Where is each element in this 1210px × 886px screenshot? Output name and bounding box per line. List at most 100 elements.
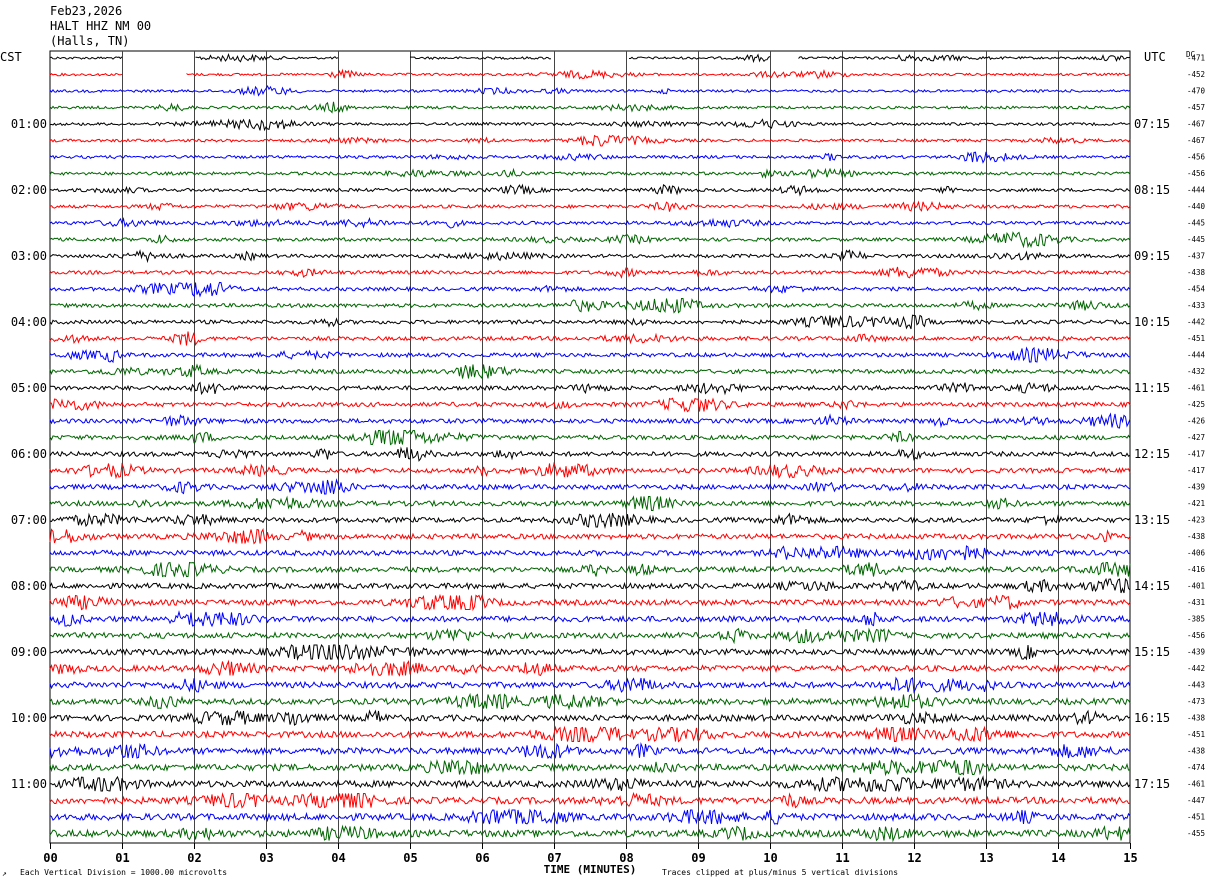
cst-hour-label: 11:00 xyxy=(11,777,47,791)
right-timezone-label: UTC xyxy=(1144,50,1166,64)
dc-offset-label: -442 xyxy=(1187,318,1205,327)
x-tick-label: 10 xyxy=(763,851,777,865)
seismic-trace xyxy=(49,412,1131,429)
dc-offset-label: -433 xyxy=(1187,301,1205,310)
dc-offset-label: -416 xyxy=(1187,565,1206,574)
seismic-trace xyxy=(49,52,1131,64)
seismic-trace xyxy=(49,593,1131,612)
dc-offset-label: -471 xyxy=(1187,54,1205,63)
utc-hour-label: 17:15 xyxy=(1134,777,1170,791)
x-tick-label: 12 xyxy=(907,851,921,865)
dc-offset-label: -474 xyxy=(1187,763,1206,772)
x-tick-label: 13 xyxy=(979,851,993,865)
chart-date: Feb23,2026 xyxy=(50,4,123,18)
dc-offset-label: -438 xyxy=(1187,532,1206,541)
cst-hour-label: 09:00 xyxy=(11,645,47,659)
utc-hour-label: 14:15 xyxy=(1134,579,1170,593)
x-tick-label: 02 xyxy=(187,851,201,865)
seismic-trace xyxy=(49,151,1131,164)
dc-offset-label: -417 xyxy=(1187,450,1205,459)
dc-offset-label: -456 xyxy=(1187,153,1206,162)
x-tick-label: 05 xyxy=(403,851,417,865)
dc-offset-label: -440 xyxy=(1187,202,1206,211)
seismic-trace xyxy=(49,545,1131,561)
utc-hour-label: 08:15 xyxy=(1134,183,1170,197)
x-tick-label: 11 xyxy=(835,851,849,865)
utc-hour-label: 09:15 xyxy=(1134,249,1170,263)
seismic-trace xyxy=(49,281,1131,298)
cst-hour-label: 10:00 xyxy=(11,711,47,725)
dc-offset-label: -445 xyxy=(1187,219,1205,228)
vertical-division-note: Each Vertical Division = 1000.00 microvo… xyxy=(20,868,228,877)
dc-offset-label: -423 xyxy=(1187,516,1205,525)
dc-offset-label: -439 xyxy=(1187,483,1205,492)
dc-offset-label: -444 xyxy=(1187,186,1206,195)
seismic-trace xyxy=(49,84,1131,97)
dc-offset-label: -427 xyxy=(1187,433,1205,442)
x-axis-title: TIME (MINUTES) xyxy=(544,863,637,876)
seismic-trace xyxy=(49,742,1131,760)
dc-offset-label: -457 xyxy=(1187,103,1205,112)
seismic-trace xyxy=(49,791,1131,809)
seismic-trace xyxy=(49,331,1131,347)
dc-offset-label: -467 xyxy=(1187,136,1205,145)
dc-offset-label: -417 xyxy=(1187,466,1205,475)
dc-offset-label: -385 xyxy=(1187,615,1205,624)
seismic-trace xyxy=(49,314,1131,330)
left-timezone-label: CST xyxy=(0,50,22,64)
dc-offset-label: -431 xyxy=(1187,598,1205,607)
cst-hour-label: 06:00 xyxy=(11,447,47,461)
seismic-trace xyxy=(49,231,1131,249)
dc-offset-label: -447 xyxy=(1187,796,1205,805)
x-tick-label: 09 xyxy=(691,851,705,865)
dc-offset-label: -401 xyxy=(1187,582,1205,591)
seismic-trace xyxy=(49,643,1131,661)
seismic-trace xyxy=(49,512,1131,529)
dc-offset-label: -425 xyxy=(1187,400,1205,409)
seismic-trace xyxy=(49,266,1131,279)
seismic-trace xyxy=(49,824,1131,843)
seismic-trace xyxy=(49,381,1130,396)
dc-offset-label: -426 xyxy=(1187,417,1206,426)
x-tick-label: 01 xyxy=(115,851,129,865)
dc-offset-label: -445 xyxy=(1187,235,1205,244)
seismic-trace xyxy=(49,183,1131,197)
dc-offset-label: -438 xyxy=(1187,268,1206,277)
seismic-trace xyxy=(49,118,1130,132)
dc-offset-label: -473 xyxy=(1187,697,1205,706)
x-tick-label: 14 xyxy=(1051,851,1065,865)
seismic-trace xyxy=(49,495,1131,511)
x-tick-label: 06 xyxy=(475,851,489,865)
seismic-trace xyxy=(49,561,1131,578)
seismic-trace xyxy=(49,397,1131,413)
seismic-trace xyxy=(49,200,1131,212)
seismic-trace xyxy=(49,659,1131,677)
dc-offset-label: -444 xyxy=(1187,351,1206,360)
cst-hour-label: 07:00 xyxy=(11,513,47,527)
dc-offset-label: -451 xyxy=(1187,334,1205,343)
utc-hour-label: 11:15 xyxy=(1134,381,1170,395)
x-tick-label: 03 xyxy=(259,851,273,865)
utc-hour-label: 10:15 xyxy=(1134,315,1170,329)
seismic-trace xyxy=(49,610,1131,628)
x-tick-label: 07 xyxy=(547,851,561,865)
seismic-trace xyxy=(49,346,1131,364)
cst-hour-label: 08:00 xyxy=(11,579,47,593)
dc-offset-label: -438 xyxy=(1187,714,1206,723)
utc-hour-label: 16:15 xyxy=(1134,711,1170,725)
seismic-trace xyxy=(49,446,1131,462)
seismic-trace xyxy=(50,775,1131,793)
seismic-trace xyxy=(49,478,1131,495)
scale-icon: ↗ xyxy=(2,869,7,878)
dc-offset-label: -442 xyxy=(1187,664,1205,673)
seismic-trace xyxy=(49,676,1131,694)
dc-offset-label: -421 xyxy=(1187,499,1205,508)
x-tick-label: 08 xyxy=(619,851,633,865)
seismic-trace xyxy=(49,167,1131,180)
seismic-trace xyxy=(49,298,1131,314)
cst-hour-label: 04:00 xyxy=(11,315,47,329)
seismic-trace xyxy=(49,216,1131,229)
seismic-trace xyxy=(49,429,1131,446)
seismic-trace xyxy=(49,692,1131,711)
